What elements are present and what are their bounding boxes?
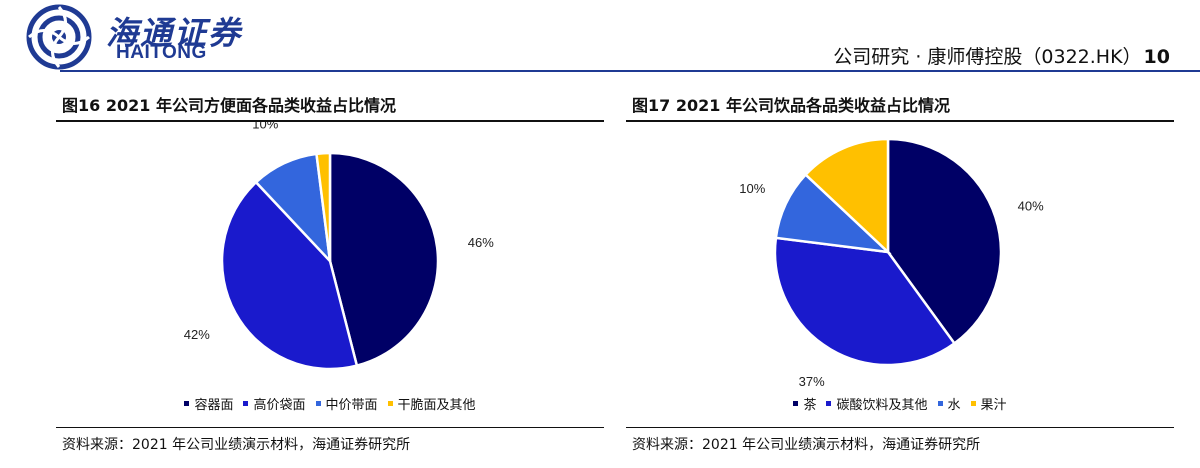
figure-16-panel: 图16 2021 年公司方便面各品类收益占比情况 46%42%10%2% 容器面… [56, 82, 604, 468]
legend-swatch [937, 401, 943, 406]
pie-slice-3 [774, 172, 892, 254]
legend-swatch [793, 401, 799, 406]
legend-label: 高价袋面 [253, 398, 306, 413]
figure-17-pie-chart: 40%37%10%13% [739, 122, 1044, 389]
figure-17-source: 资料来源：2021 年公司业绩演示材料，海通证券研究所 [632, 437, 981, 453]
pie-slice-2 [220, 180, 359, 371]
legend-label: 茶 [803, 398, 817, 413]
legend-item-2: 碳酸饮料及其他 [826, 394, 928, 413]
legend-label: 中价带面 [325, 398, 378, 413]
legend-item-3: 水 [937, 394, 961, 413]
page-header: 海通证券 HAITONG 公司研究 · 康师傅控股（0322.HK） 10 [0, 0, 1200, 80]
pie-data-label-1: 46% [468, 235, 494, 250]
pie-slice-4 [315, 151, 332, 262]
pie-data-label-3: 10% [739, 181, 765, 196]
legend-swatch [184, 401, 190, 406]
page-number: 10 [1143, 46, 1170, 68]
figure-16-source-rule [56, 427, 604, 428]
figure-16-pie-chart: 46%42%10%2% [184, 122, 494, 371]
legend-item-3: 中价带面 [315, 394, 378, 413]
figure-16-source: 资料来源：2021 年公司业绩演示材料，海通证券研究所 [62, 437, 411, 453]
pie-data-label-2: 42% [184, 327, 210, 342]
pie-slice-1 [328, 151, 440, 368]
report-title-text: 公司研究 · 康师傅控股（0322.HK） [833, 46, 1142, 68]
legend-item-1: 茶 [793, 394, 816, 413]
figure-17-title-rule [626, 120, 1174, 122]
legend-label: 碳酸饮料及其他 [836, 398, 928, 413]
figure-17-panel: 图17 2021 年公司饮品各品类收益占比情况 40%37%10%13% 茶碳酸… [626, 82, 1174, 468]
legend-item-2: 高价袋面 [243, 394, 306, 413]
legend-label: 容器面 [194, 398, 234, 413]
legend-swatch [387, 401, 393, 406]
pie-slice-2 [773, 236, 957, 367]
legend-label: 水 [947, 398, 961, 413]
pie-slice-1 [886, 137, 1003, 346]
haitong-emblem-icon [26, 4, 92, 70]
legend-item-4: 果汁 [970, 394, 1007, 413]
logo-english-text: HAITONG [116, 42, 207, 63]
figure-17-title: 图17 2021 年公司饮品各品类收益占比情况 [632, 96, 950, 115]
legend-swatch [970, 401, 976, 406]
haitong-logo: 海通证券 HAITONG [24, 2, 254, 72]
report-title: 公司研究 · 康师傅控股（0322.HK） 10 [833, 42, 1170, 69]
legend-item-1: 容器面 [184, 394, 233, 413]
legend-swatch [243, 401, 249, 406]
legend-swatch [826, 401, 832, 406]
figure-16-title-rule [56, 120, 604, 122]
pie-data-label-2: 37% [799, 374, 825, 389]
figure-17-legend: 茶 碳酸饮料及其他 水 果汁 [626, 394, 1174, 413]
legend-swatch [315, 401, 321, 406]
logo-chinese-text: 海通证券 [106, 14, 243, 52]
legend-item-4: 干脆面及其他 [387, 394, 476, 413]
figure-17-source-rule [626, 427, 1174, 428]
pie-data-label-1: 40% [1018, 199, 1044, 214]
pie-data-label-3: 10% [252, 122, 278, 131]
legend-label: 果汁 [980, 398, 1007, 413]
figure-16-title: 图16 2021 年公司方便面各品类收益占比情况 [62, 96, 396, 115]
figure-16-legend: 容器面 高价袋面 中价带面 干脆面及其他 [56, 394, 604, 413]
legend-label: 干脆面及其他 [397, 398, 476, 413]
pie-slice-4 [803, 137, 890, 255]
header-divider [60, 70, 1200, 72]
